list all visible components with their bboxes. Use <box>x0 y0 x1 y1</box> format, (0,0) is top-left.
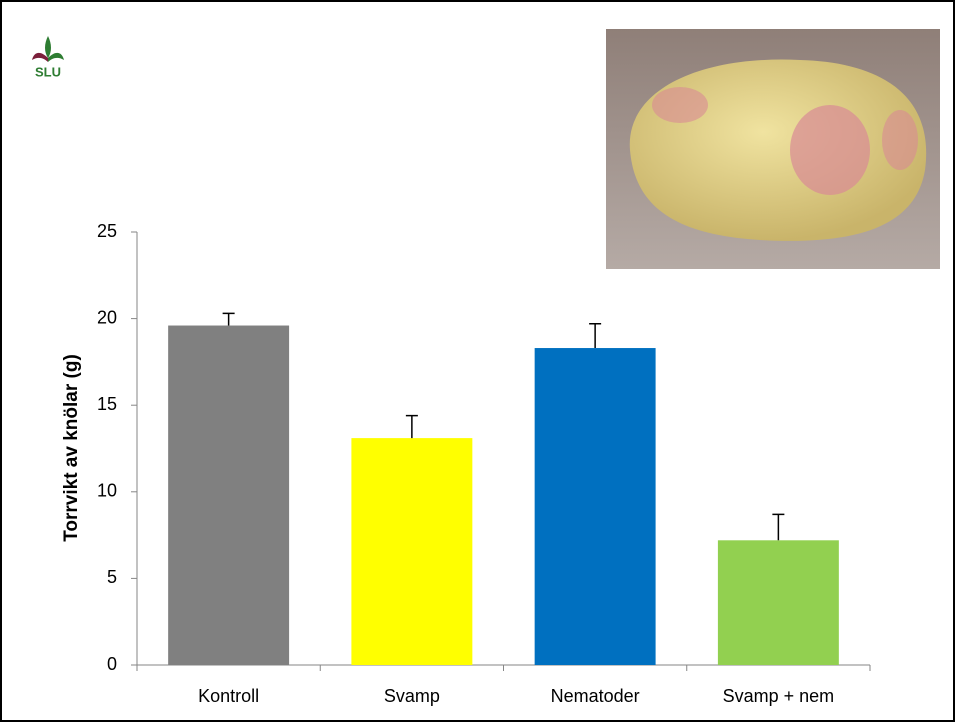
y-tick-label: 10 <box>97 481 117 501</box>
y-tick-label: 5 <box>107 567 117 587</box>
logo-text: SLU <box>35 64 61 79</box>
error-bar <box>589 323 602 349</box>
potato-photo <box>606 29 940 269</box>
y-tick-label: 0 <box>107 654 117 674</box>
bar <box>534 348 656 665</box>
y-tick-label: 25 <box>97 221 117 241</box>
y-tick-label: 20 <box>97 307 117 327</box>
y-tick-label: 15 <box>97 394 117 414</box>
x-tick-label: Kontroll <box>198 686 259 706</box>
bar <box>351 438 473 665</box>
error-bar <box>405 414 418 439</box>
x-tick-label: Svamp + nem <box>723 686 835 706</box>
logo: SLU <box>32 36 64 79</box>
bar <box>168 325 290 665</box>
y-axis-label: Torrvikt av knölar (g) <box>61 354 82 542</box>
bar <box>717 540 839 665</box>
error-bar <box>772 513 785 541</box>
x-tick-label: Nematoder <box>551 686 640 706</box>
x-tick-label: Svamp <box>384 686 440 706</box>
error-bar <box>222 312 235 326</box>
